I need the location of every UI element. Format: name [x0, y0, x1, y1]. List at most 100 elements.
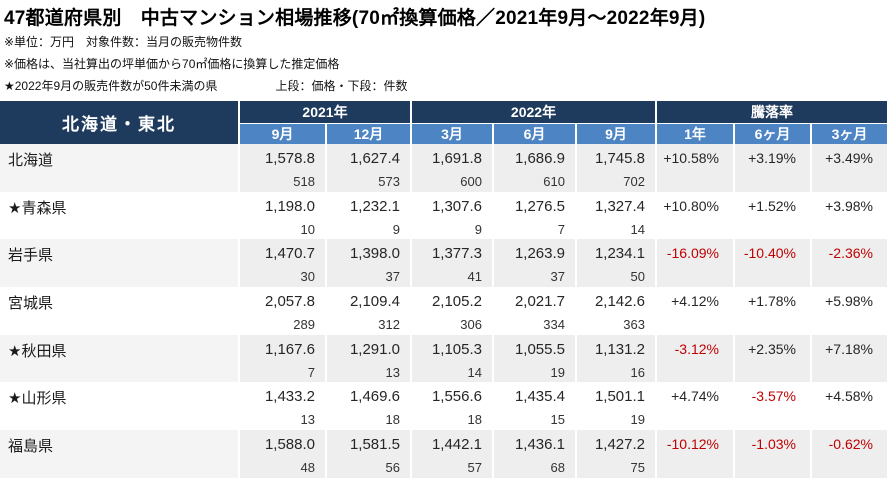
price-count-cell: 1,377.3 41 [410, 239, 492, 288]
price-value: 1,469.6 [349, 388, 400, 406]
price-count-cell: 1,436.1 68 [492, 430, 575, 478]
prefecture-name: ★山形県 [8, 390, 67, 408]
price-value: 1,377.3 [431, 245, 482, 263]
count-value: 13 [300, 412, 315, 428]
year-2021-header: 2021年 [238, 101, 410, 124]
prefecture-name: ★青森県 [8, 199, 67, 217]
price-count-cell: 1,198.0 10 [238, 191, 325, 240]
change-1year: -10.12% [655, 430, 733, 478]
note-price-method: ※価格は、当社算出の坪単価から70㎡価格に換算した推定価格 [4, 57, 340, 71]
change-6month: -10.40% [733, 239, 810, 288]
price-value: 1,198.0 [264, 197, 315, 215]
change-3month: -0.62% [810, 430, 887, 478]
price-count-cell: 1,501.1 19 [575, 382, 655, 431]
count-value: 289 [293, 317, 315, 333]
price-value: 2,142.6 [594, 293, 645, 311]
change-3month: +3.98% [810, 191, 887, 240]
change-1year: -3.12% [655, 334, 733, 383]
change-3month: +7.18% [810, 334, 887, 383]
price-value: 1,581.5 [349, 436, 400, 454]
price-count-cell: 1,686.9 610 [492, 144, 575, 192]
change-1year: +4.12% [655, 287, 733, 335]
price-value: 1,327.4 [594, 197, 645, 215]
price-value: 1,556.6 [431, 388, 482, 406]
price-count-cell: 1,055.5 19 [492, 334, 575, 383]
price-count-cell: 1,745.8 702 [575, 144, 655, 192]
count-value: 37 [385, 269, 400, 285]
price-value: 1,691.8 [431, 150, 482, 167]
price-count-cell: 1,556.6 18 [410, 382, 492, 431]
price-value: 1,398.0 [349, 245, 400, 263]
price-value: 2,105.2 [431, 293, 482, 311]
page-title: 47都道府県別 中古マンション相場推移(70㎡換算価格／2021年9月～2022… [4, 8, 706, 29]
count-value: 75 [630, 460, 645, 476]
price-count-cell: 1,307.6 9 [410, 191, 492, 240]
count-value: 10 [300, 221, 315, 237]
price-value: 1,686.9 [514, 150, 565, 167]
price-count-cell: 1,691.8 600 [410, 144, 492, 192]
count-value: 334 [543, 317, 565, 333]
price-value: 1,578.8 [264, 150, 315, 167]
price-count-cell: 1,588.0 48 [238, 430, 325, 478]
note-star: ★2022年9月の販売件数が50件未満の県 [4, 79, 218, 93]
count-value: 306 [460, 317, 482, 333]
change-1year: -16.09% [655, 239, 733, 288]
note-units: ※単位：万円 対象件数：当月の販売物件数 [4, 35, 243, 49]
price-value: 1,232.1 [349, 197, 400, 215]
price-table: 北海道・東北 2021年 2022年 騰落率 9月 12月 3月 6月 9月 1… [0, 101, 887, 478]
price-value: 2,109.4 [349, 293, 400, 311]
change-1year: +4.74% [655, 382, 733, 431]
price-value: 2,021.7 [514, 293, 565, 311]
price-count-cell: 1,234.1 50 [575, 239, 655, 288]
count-value: 14 [467, 364, 482, 380]
price-value: 1,263.9 [514, 245, 565, 263]
price-count-cell: 1,435.4 15 [492, 382, 575, 431]
count-value: 600 [460, 174, 482, 189]
change-3month: +3.49% [810, 144, 887, 192]
price-value: 1,433.2 [264, 388, 315, 406]
count-value: 48 [300, 460, 315, 476]
year-2022-header: 2022年 [410, 101, 655, 124]
count-value: 68 [550, 460, 565, 476]
price-count-cell: 1,442.1 57 [410, 430, 492, 478]
price-count-cell: 1,581.5 56 [325, 430, 410, 478]
change-3month: -2.36% [810, 239, 887, 288]
price-count-cell: 1,263.9 37 [492, 239, 575, 288]
count-value: 56 [385, 460, 400, 476]
change-3month: +5.98% [810, 287, 887, 335]
count-value: 15 [550, 412, 565, 428]
price-value: 2,057.8 [264, 293, 315, 311]
price-value: 1,307.6 [431, 197, 482, 215]
note-star-legend: ★2022年9月の販売件数が50件未満の県 上段：価格・下段：件数 [4, 75, 887, 97]
price-count-cell: 1,398.0 37 [325, 239, 410, 288]
price-count-cell: 1,131.2 16 [575, 334, 655, 383]
change-6month: +1.78% [733, 287, 810, 335]
price-value: 1,291.0 [349, 340, 400, 358]
price-value: 1,470.7 [264, 245, 315, 263]
count-value: 18 [385, 412, 400, 428]
price-count-cell: 2,109.4 312 [325, 287, 410, 335]
count-value: 312 [378, 317, 400, 333]
count-value: 7 [557, 221, 565, 237]
price-value: 1,501.1 [594, 388, 645, 406]
price-count-cell: 2,142.6 363 [575, 287, 655, 335]
price-count-cell: 1,327.4 14 [575, 191, 655, 240]
price-value: 1,442.1 [431, 436, 482, 454]
change-3month: +4.58% [810, 382, 887, 431]
count-value: 50 [630, 269, 645, 285]
col-header-2021-09: 9月 [238, 124, 325, 144]
price-count-cell: 1,470.7 30 [238, 239, 325, 288]
price-count-cell: 1,627.4 573 [325, 144, 410, 192]
count-value: 7 [307, 364, 315, 380]
count-value: 702 [623, 174, 645, 189]
col-header-2022-06: 6月 [492, 124, 575, 144]
count-value: 19 [630, 412, 645, 428]
price-count-cell: 1,276.5 7 [492, 191, 575, 240]
price-value: 1,276.5 [514, 197, 565, 215]
price-count-cell: 1,469.6 18 [325, 382, 410, 431]
note-row-legend: 上段：価格・下段：件数 [275, 79, 408, 93]
count-value: 19 [550, 364, 565, 380]
change-rate-header: 騰落率 [655, 101, 887, 124]
count-value: 57 [467, 460, 482, 476]
